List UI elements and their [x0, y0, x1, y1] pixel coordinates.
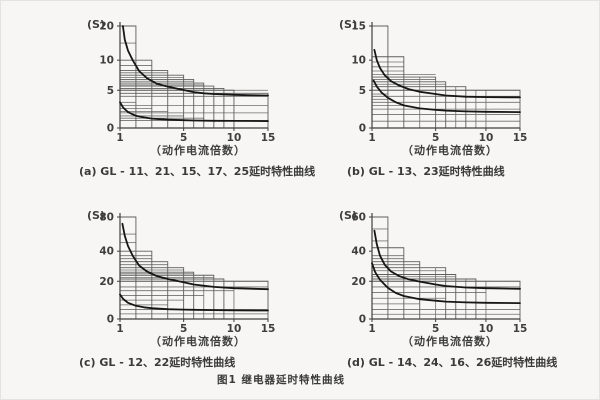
svg-text:40: 40	[99, 246, 114, 258]
svg-text:1: 1	[116, 132, 123, 144]
svg-text:10: 10	[351, 55, 366, 67]
chart-d: (S) 0 20 40 60 1 5 10 15 （动作电流倍数） (d) GL - 14、2…	[327, 209, 587, 389]
x-axis-label: （动作电流倍数）	[150, 144, 246, 157]
svg-text:15: 15	[513, 323, 528, 335]
y-axis-unit-label: (S)	[339, 18, 357, 31]
svg-text:0: 0	[107, 314, 114, 326]
svg-text:20: 20	[351, 276, 366, 288]
chart-c: (S) 0 20 40 80 1 5 10 15 （动作电流倍数） (c) GL - 12、2…	[75, 209, 335, 389]
svg-text:5: 5	[432, 132, 439, 144]
svg-text:0: 0	[359, 314, 366, 326]
svg-text:60: 60	[351, 212, 366, 224]
svg-text:10: 10	[227, 132, 242, 144]
chart-c-caption: (c) GL - 12、22延时特性曲线	[79, 356, 236, 369]
svg-text:20: 20	[99, 276, 114, 288]
svg-text:5: 5	[180, 323, 187, 335]
svg-text:1: 1	[368, 132, 375, 144]
x-axis-label: （动作电流倍数）	[402, 144, 498, 157]
chart-b: (S) 0 5 10 15 1 5 10 15 （动作电流倍数） (b) GL - 13、23…	[327, 18, 587, 198]
svg-text:0: 0	[107, 123, 114, 135]
svg-text:10: 10	[479, 323, 494, 335]
svg-text:15: 15	[261, 323, 276, 335]
svg-text:40: 40	[351, 246, 366, 258]
x-axis-label: （动作电流倍数）	[402, 335, 498, 348]
figure-caption: 图1 继电器延时特性曲线	[217, 374, 345, 386]
y-axis-unit-label: (S)	[87, 18, 105, 31]
svg-text:1: 1	[368, 323, 375, 335]
svg-text:10: 10	[227, 323, 242, 335]
svg-text:5: 5	[432, 323, 439, 335]
chart-a: (S) 0 5 10 20 1 5 10 15 （动作电流倍数） (a) GL - 11、21…	[75, 18, 335, 198]
y-axis-unit-label: (S)	[87, 209, 105, 222]
svg-text:15: 15	[513, 132, 528, 144]
svg-text:15: 15	[261, 132, 276, 144]
svg-text:20: 20	[99, 21, 114, 33]
svg-text:5: 5	[359, 85, 366, 97]
svg-text:80: 80	[99, 212, 114, 224]
svg-text:5: 5	[180, 132, 187, 144]
svg-text:10: 10	[479, 132, 494, 144]
svg-text:15: 15	[351, 21, 366, 33]
svg-text:10: 10	[99, 55, 114, 67]
y-axis-unit-label: (S)	[339, 209, 357, 222]
svg-text:1: 1	[116, 323, 123, 335]
svg-text:5: 5	[107, 85, 114, 97]
chart-b-caption: (b) GL - 13、23延时特性曲线	[347, 165, 505, 178]
chart-a-caption: (a) GL - 11、21、15、17、25延时特性曲线	[79, 165, 316, 178]
chart-d-caption: (d) GL - 14、24、16、26延时特性曲线	[347, 356, 558, 369]
svg-text:0: 0	[359, 123, 366, 135]
x-axis-label: （动作电流倍数）	[150, 335, 246, 348]
